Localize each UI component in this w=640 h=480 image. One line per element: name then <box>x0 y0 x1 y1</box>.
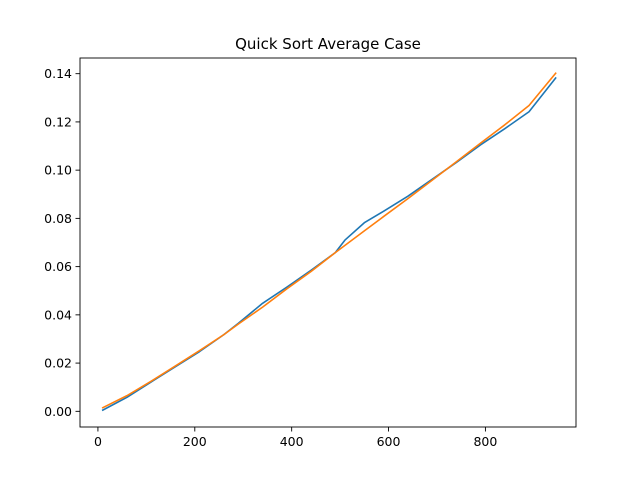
x-tick-label: 0 <box>94 434 102 449</box>
y-tick-label: 0.04 <box>44 307 72 322</box>
plot-frame <box>79 57 577 428</box>
series-layer <box>101 72 557 412</box>
y-tick-label: 0.10 <box>44 163 72 178</box>
x-tick-label: 200 <box>183 434 207 449</box>
y-tick-label: 0.02 <box>44 356 72 371</box>
series-line-1 <box>101 76 557 412</box>
x-tick-label: 400 <box>280 434 304 449</box>
chart-title: Quick Sort Average Case <box>235 35 421 53</box>
y-tick-label: 0.14 <box>44 66 72 81</box>
y-tick-label: 0.06 <box>44 259 72 274</box>
y-tick-label: 0.08 <box>44 211 72 226</box>
x-tick-label: 600 <box>377 434 401 449</box>
series-line-2 <box>101 72 557 409</box>
y-tick-label: 0.00 <box>44 404 72 419</box>
y-tick-label: 0.12 <box>44 114 72 129</box>
axes-layer: 0 200 400 600 800 0.00 0.02 0.04 0.06 0.08 0.10 0.1… <box>44 57 577 449</box>
x-tick-label: 800 <box>473 434 497 449</box>
